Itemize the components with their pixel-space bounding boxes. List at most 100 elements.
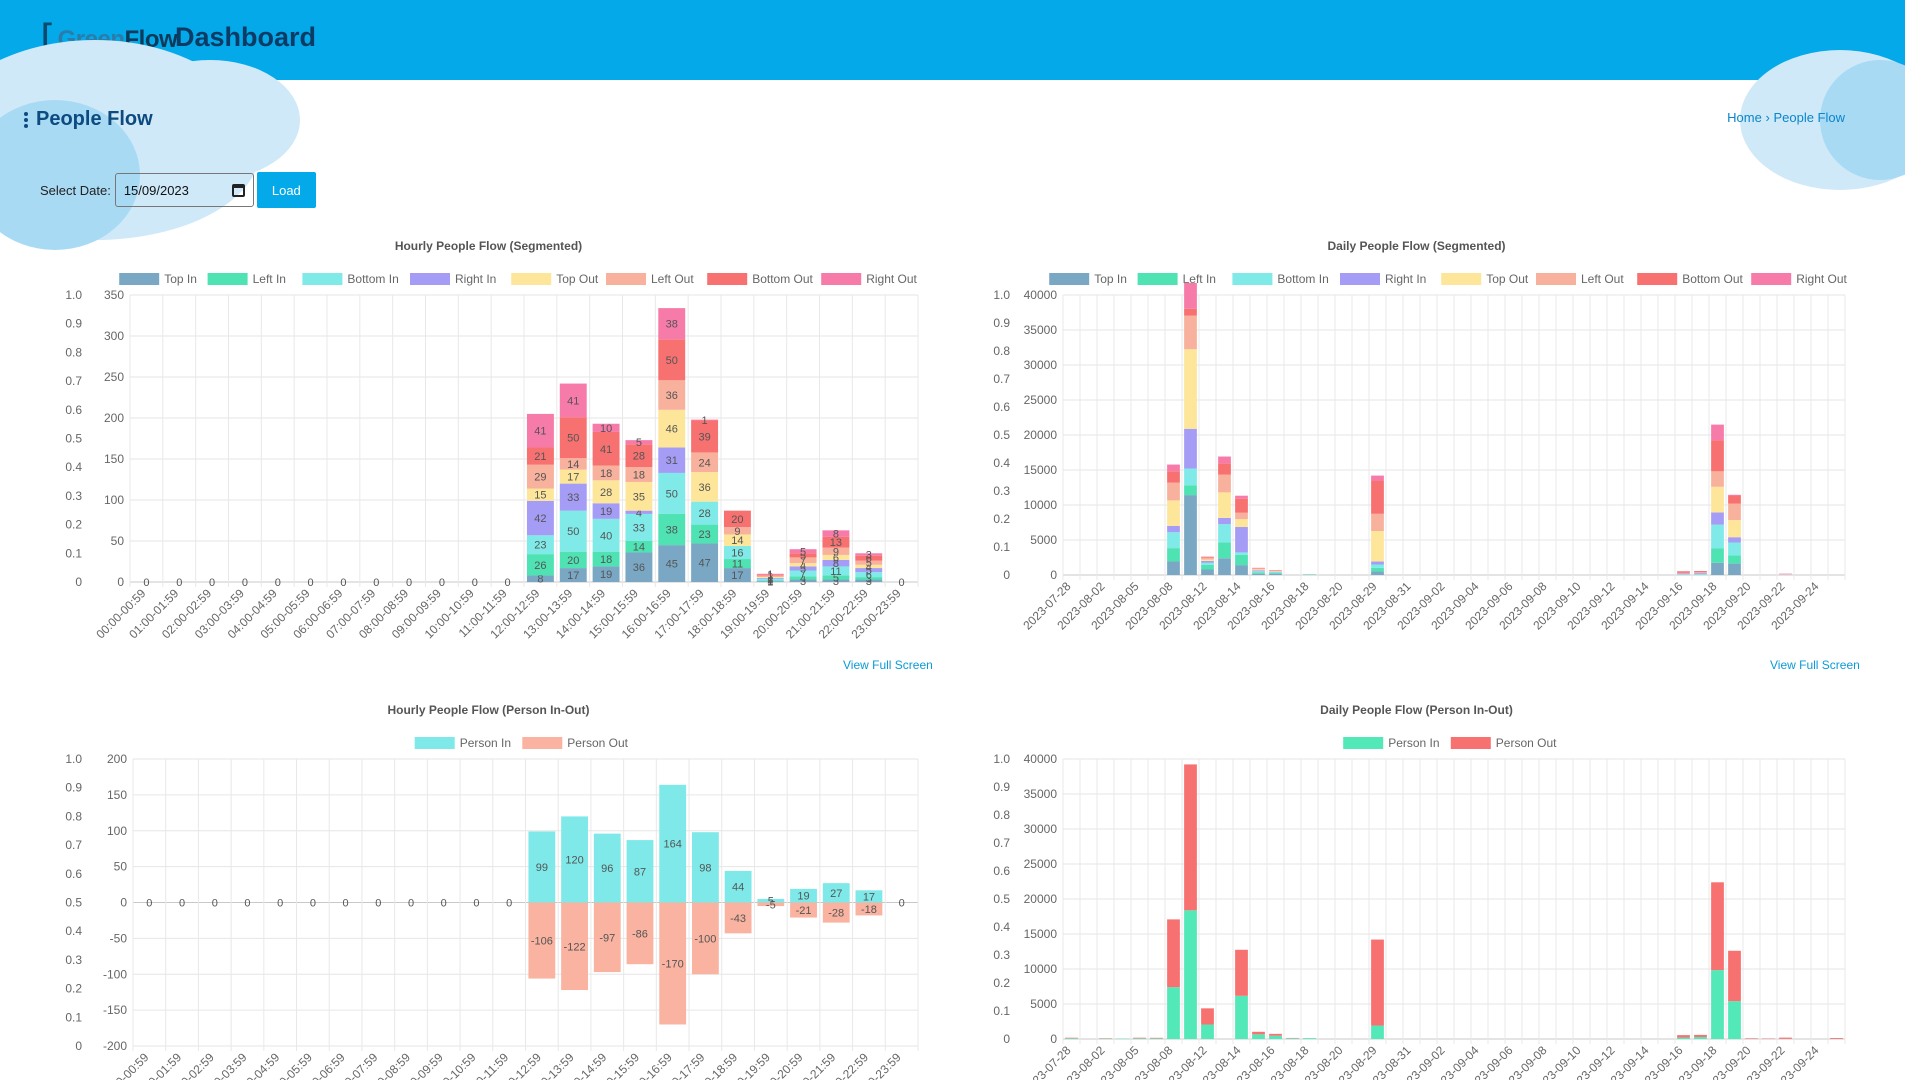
data-label: 28 bbox=[600, 487, 612, 499]
data-label: 3 bbox=[866, 550, 872, 562]
view-full-screen-link-1[interactable]: View Full Screen bbox=[843, 658, 933, 672]
bar-left-in bbox=[1711, 548, 1724, 563]
data-label: 0 bbox=[340, 577, 346, 589]
bar-left-out bbox=[1184, 315, 1197, 350]
bar-left-in bbox=[1728, 555, 1741, 564]
left-axis-tick: 0 bbox=[1003, 1032, 1010, 1046]
bar-right-out bbox=[691, 419, 719, 421]
data-label: 20 bbox=[567, 555, 579, 567]
data-label: 3 bbox=[833, 576, 839, 588]
bar-bottom-in bbox=[1711, 524, 1724, 549]
bar-right-in bbox=[822, 559, 850, 567]
bar-right-in bbox=[1371, 561, 1384, 565]
date-input[interactable]: 15/09/2023 bbox=[114, 173, 254, 207]
bar-top-out bbox=[1218, 492, 1231, 518]
data-label: 29 bbox=[534, 472, 546, 484]
left-axis-tick: 1.0 bbox=[993, 288, 1010, 302]
data-label: 0 bbox=[472, 577, 478, 589]
legend-label-top-out: Top Out bbox=[1486, 272, 1529, 286]
bar-left-in bbox=[625, 541, 653, 553]
left-axis-tick: 0.4 bbox=[65, 924, 82, 938]
load-button[interactable]: Load bbox=[256, 172, 316, 208]
bar-left-out bbox=[855, 560, 883, 565]
bar-right-in bbox=[1201, 560, 1214, 563]
data-label: 6 bbox=[833, 552, 839, 564]
left-axis-tick: 0 bbox=[75, 1039, 82, 1053]
view-full-screen-link-2[interactable]: View Full Screen bbox=[1770, 658, 1860, 672]
legend-label-right-out: Right Out bbox=[1796, 272, 1847, 286]
legend-label-right-out: Right Out bbox=[866, 272, 917, 286]
data-label: 36 bbox=[666, 390, 678, 402]
y-tick-label: 5000 bbox=[1030, 533, 1057, 547]
bar-top-in bbox=[756, 581, 784, 582]
hourly-inout-chart: Person In Person Out 1.0 0.9 0.8 0.7 0.6 0.5 0.4… bbox=[65, 736, 919, 1080]
left-axis-tick: 1.0 bbox=[993, 752, 1010, 766]
data-label: 0 bbox=[209, 577, 215, 589]
legend-swatch-left-in bbox=[1137, 273, 1178, 285]
bar-person-out bbox=[561, 902, 588, 991]
bar-top-in bbox=[1167, 561, 1180, 575]
daily-segmented-chart: Top In Left In Bottom In Right In Top Out Lef… bbox=[993, 272, 1847, 633]
legend-swatch-top-out bbox=[511, 273, 552, 285]
data-label: 0 bbox=[176, 577, 182, 589]
bar-person-in bbox=[561, 816, 588, 903]
data-label: -170 bbox=[662, 958, 684, 970]
bar-right-in bbox=[789, 566, 817, 571]
data-label: 5 bbox=[800, 550, 806, 562]
bar-top-in bbox=[789, 579, 817, 582]
left-axis-tick: 0.4 bbox=[993, 456, 1010, 470]
bar-person-out bbox=[626, 902, 654, 965]
bar-left-out bbox=[1711, 471, 1724, 487]
data-label: 7 bbox=[800, 568, 806, 580]
legend-swatch-right-out bbox=[821, 273, 862, 285]
calendar-icon[interactable] bbox=[231, 183, 245, 197]
data-label: 0 bbox=[441, 898, 447, 910]
y-tick-label: 50 bbox=[111, 534, 125, 548]
bar-bottom-in bbox=[1201, 562, 1214, 565]
data-label: 50 bbox=[567, 433, 579, 445]
data-label: 2 bbox=[767, 575, 773, 587]
bar-left-out bbox=[1728, 503, 1741, 521]
left-axis-tick: 1.0 bbox=[65, 288, 82, 302]
bar-bottom-in bbox=[1167, 532, 1180, 549]
y-tick-label: 15000 bbox=[1024, 463, 1058, 477]
legend-swatch-left-in bbox=[207, 273, 248, 285]
bar-person-in bbox=[1694, 1036, 1707, 1039]
bar-bottom-in bbox=[1252, 571, 1265, 573]
bar-right-out bbox=[1167, 464, 1180, 472]
bar-left-in bbox=[756, 580, 784, 582]
left-axis-tick: 0.7 bbox=[993, 836, 1010, 850]
bar-left-in bbox=[822, 575, 850, 580]
left-axis-tick: 0.7 bbox=[65, 838, 82, 852]
top-bar: [ GreenFlow Dashboard bbox=[0, 0, 1905, 80]
data-label: 0 bbox=[277, 898, 283, 910]
left-axis-tick: 0.4 bbox=[993, 920, 1010, 934]
bar-bottom-out bbox=[658, 339, 686, 381]
bar-bottom-out bbox=[1235, 498, 1248, 513]
data-label: 14 bbox=[633, 542, 645, 554]
legend-swatch-bottom-out bbox=[707, 273, 748, 285]
bar-top-in bbox=[723, 568, 751, 582]
left-axis-tick: 0.8 bbox=[65, 809, 82, 823]
bar-left-out bbox=[526, 464, 554, 489]
left-axis-tick: 0.3 bbox=[993, 948, 1010, 962]
y-tick-label: 20000 bbox=[1024, 892, 1058, 906]
bar-top-out bbox=[1252, 569, 1265, 571]
left-axis-tick: 0.6 bbox=[993, 400, 1010, 414]
data-label: -28 bbox=[828, 908, 844, 920]
bar-bottom-in bbox=[1728, 542, 1741, 556]
data-label: 4 bbox=[866, 561, 872, 573]
bar-left-in bbox=[658, 513, 686, 546]
bar-right-in bbox=[1235, 527, 1248, 553]
bar-left-out bbox=[789, 557, 817, 564]
bar-bottom-in bbox=[855, 572, 883, 578]
data-label: 5 bbox=[833, 572, 839, 584]
bar-person-in bbox=[1201, 1024, 1214, 1039]
y-tick-label: 15000 bbox=[1024, 927, 1058, 941]
data-label: 18 bbox=[600, 468, 612, 480]
breadcrumb-home-link[interactable]: Home bbox=[1727, 110, 1762, 125]
data-label: 3 bbox=[866, 573, 872, 585]
chart-title-hourly-segmented: Hourly People Flow (Segmented) bbox=[394, 239, 583, 253]
data-label: 19 bbox=[600, 506, 612, 518]
breadcrumb-current: People Flow bbox=[1773, 110, 1845, 125]
